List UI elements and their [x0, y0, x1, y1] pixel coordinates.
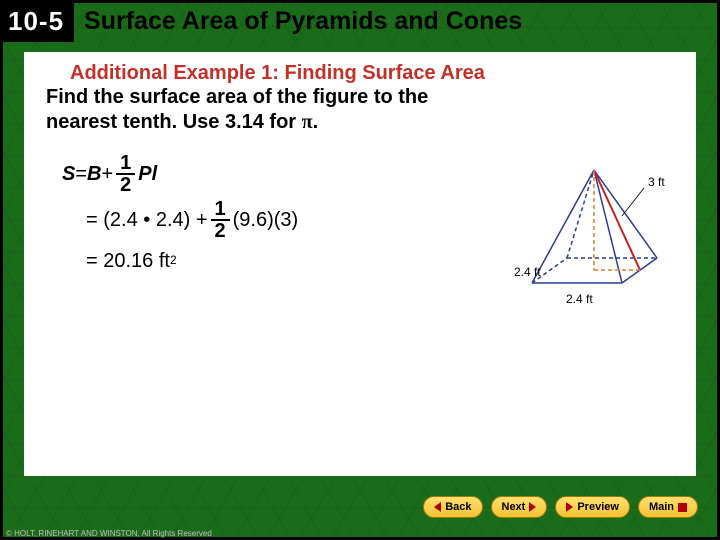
section-number: 10-5: [0, 0, 74, 42]
problem-line2: nearest tenth. Use 3.14 for: [46, 111, 302, 133]
main-icon: [678, 503, 687, 512]
pyramid-figure: 3 ft 2.4 ft 2.4 ft: [512, 158, 682, 308]
copyright-text: © HOLT, RINEHART AND WINSTON, All Rights…: [6, 529, 212, 538]
main-label: Main: [649, 501, 674, 513]
period: .: [313, 111, 319, 133]
next-label: Next: [502, 501, 526, 513]
frac2-den: 2: [211, 221, 230, 241]
pi-symbol: π: [302, 111, 313, 133]
preview-button[interactable]: Preview: [555, 496, 630, 518]
back-button[interactable]: Back: [423, 496, 482, 518]
squared: 2: [170, 251, 177, 270]
frac-num: 1: [116, 153, 135, 175]
back-label: Back: [445, 501, 471, 513]
main-button[interactable]: Main: [638, 496, 698, 518]
next-button[interactable]: Next: [491, 496, 548, 518]
next-icon: [529, 502, 536, 512]
half-fraction: 1 2: [116, 153, 135, 195]
problem-line1: Find the surface area of the figure to t…: [46, 86, 428, 108]
problem-text: Find the surface area of the figure to t…: [46, 85, 674, 135]
var-B: B: [87, 158, 101, 190]
label-2-4-left: 2.4 ft: [514, 265, 541, 279]
preview-label: Preview: [577, 501, 619, 513]
frac-den: 2: [116, 175, 135, 195]
label-2-4-bottom: 2.4 ft: [566, 292, 593, 306]
plus1: +: [101, 158, 113, 190]
eq1: =: [75, 158, 87, 190]
section-title: Surface Area of Pyramids and Cones: [74, 7, 522, 36]
example-title: Additional Example 1: Finding Surface Ar…: [70, 62, 674, 85]
back-icon: [434, 502, 441, 512]
var-Pl: Pl: [138, 158, 157, 190]
preview-icon: [566, 502, 573, 512]
frac2-num: 1: [211, 199, 230, 221]
sub-part-a: = (2.4 • 2.4) +: [86, 204, 208, 236]
label-3ft: 3 ft: [648, 175, 665, 189]
header: 10-5 Surface Area of Pyramids and Cones: [0, 0, 720, 42]
var-S: S: [62, 158, 75, 190]
sub-part-b: (9.6)(3): [233, 204, 299, 236]
pyramid-svg: 3 ft 2.4 ft 2.4 ft: [512, 158, 682, 308]
nav-bar: Back Next Preview Main: [0, 496, 720, 522]
content-panel: Additional Example 1: Finding Surface Ar…: [24, 52, 696, 476]
half-fraction-2: 1 2: [211, 199, 230, 241]
result-text: = 20.16 ft: [86, 245, 170, 277]
